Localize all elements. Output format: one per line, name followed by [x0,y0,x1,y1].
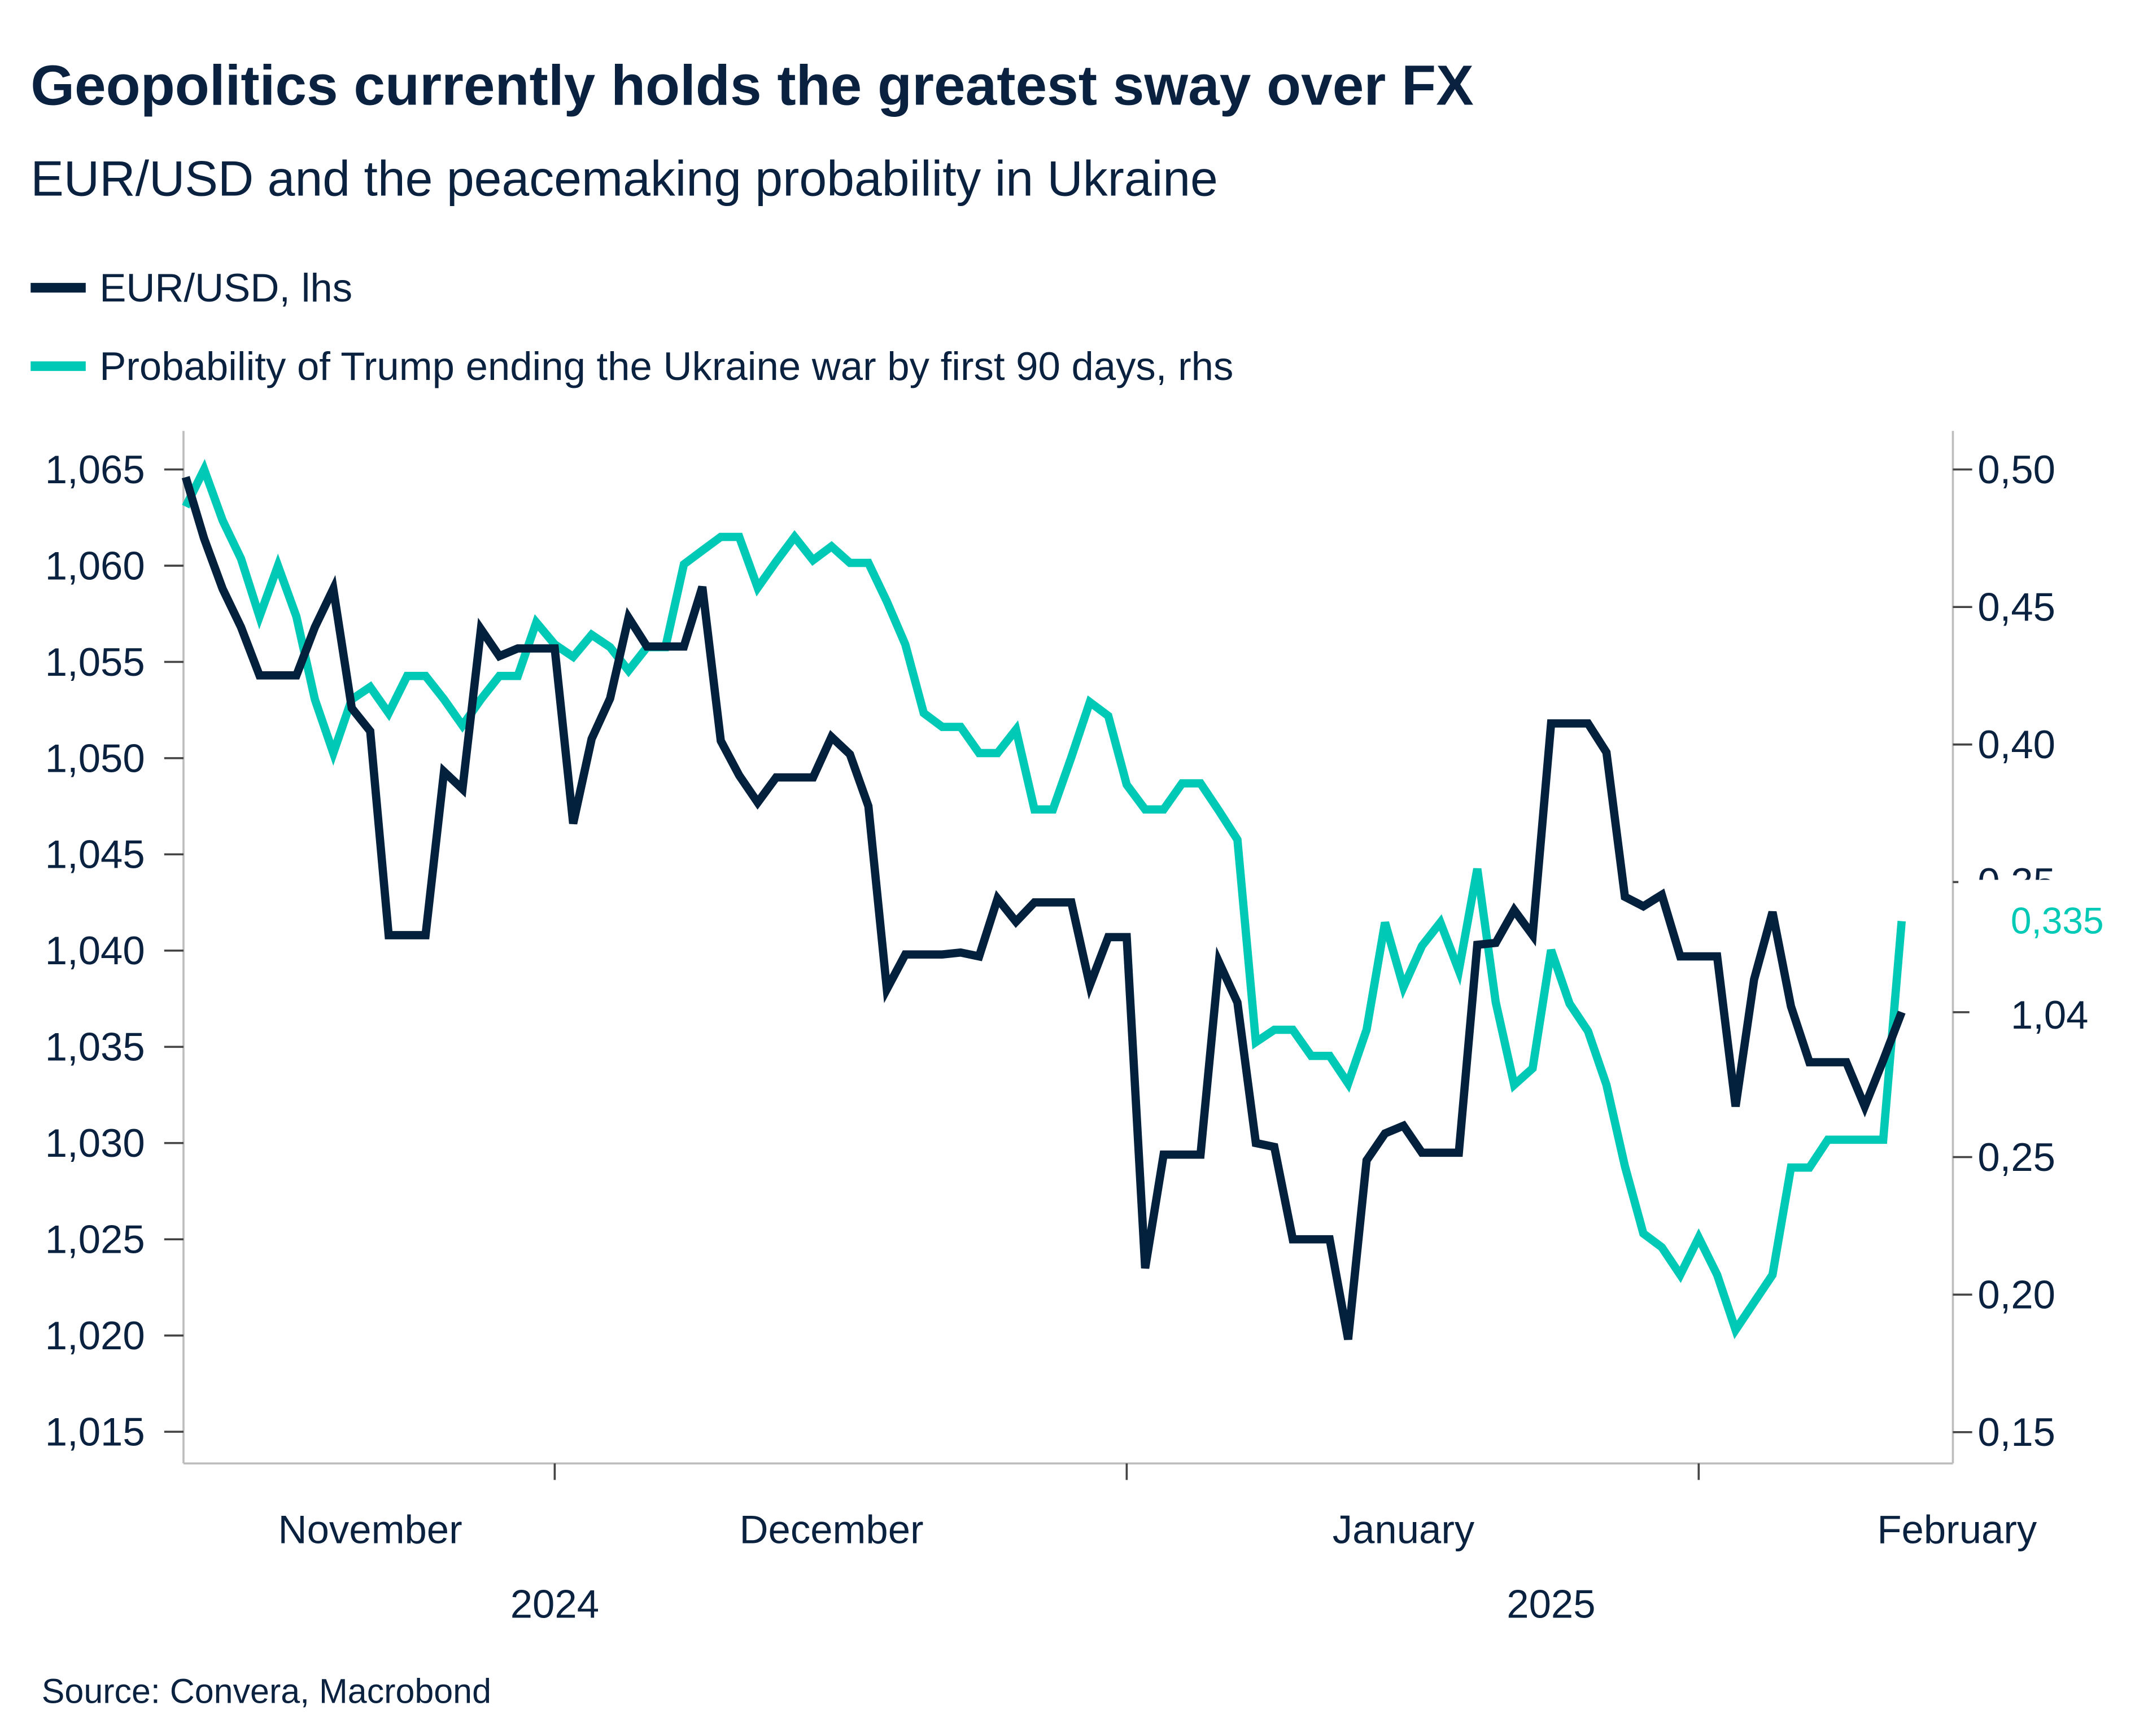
left-axis-tick-label: 1,045 [45,832,145,877]
x-axis-month-label: December [739,1507,923,1552]
left-axis-tick-label: 1,030 [45,1121,145,1165]
right-axis-tick-label: 0,25 [1977,1135,2055,1179]
right-axis-tick-label: 0,45 [1977,585,2055,629]
right-axis-tick-label: 0,15 [1977,1410,2055,1454]
left-axis-tick-label: 1,040 [45,928,145,973]
x-axis-month-label: November [278,1507,462,1552]
legend-label-probability: Probability of Trump ending the Ukraine … [99,344,1233,388]
left-axis-tick-label: 1,015 [45,1409,145,1454]
chart-subtitle: EUR/USD and the peacemaking probability … [30,151,1218,206]
eurusd-line [181,476,1906,1340]
eurusd-last-value-label: 1,04 [2011,992,2089,1037]
left-axis-tick-label: 1,050 [45,736,145,780]
left-axis-tick-label: 1,020 [45,1313,145,1358]
left-axis-tick-label: 1,060 [45,543,145,588]
left-axis-tick-label: 1,055 [45,640,145,684]
x-axis-month-label: February [1877,1507,2037,1552]
right-axis-tick-label: 0,50 [1977,447,2055,492]
left-axis-tick-label: 1,025 [45,1217,145,1262]
series-lines [181,458,1906,1340]
last-value-label-bg [1958,965,2135,1048]
x-axis-year-label: 2024 [510,1581,599,1626]
x-axis-month-label: January [1333,1507,1475,1552]
last-value-label-bg [1958,880,2135,935]
axis-labels: 1,065 1,060 1,055 1,050 1,045 1,040 1,035 1,030… [45,447,2135,1626]
right-axis-tick-label: 0,20 [1977,1273,2055,1317]
right-axis-tick-label: 0,40 [1977,722,2055,767]
legend: EUR/USD, lhs Probability of Trump ending… [30,265,1233,388]
axes [164,431,1972,1480]
left-axis-tick-label: 1,065 [45,447,145,492]
chart-title: Geopolitics currently holds the greatest… [30,54,1474,117]
left-axis-tick-label: 1,035 [45,1025,145,1069]
probability-last-value-label: 0,335 [2011,900,2104,942]
legend-label-eurusd: EUR/USD, lhs [99,265,352,310]
source-note: Source: Convera, Macrobond [42,1672,491,1710]
x-axis-year-label: 2025 [1507,1581,1595,1626]
